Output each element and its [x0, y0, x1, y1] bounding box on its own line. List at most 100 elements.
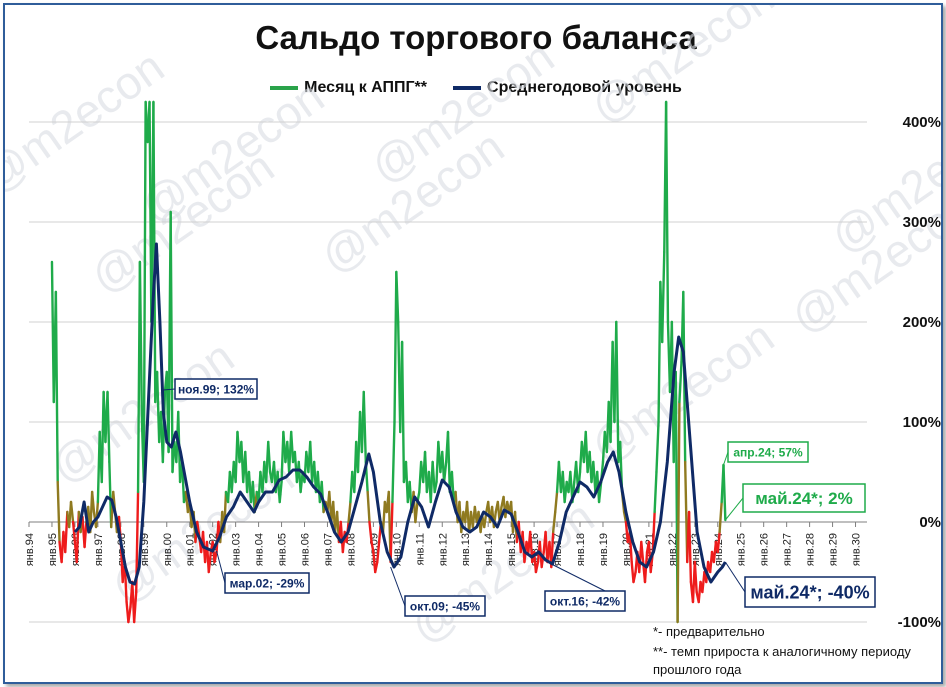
monthly-series-segment [69, 500, 75, 524]
monthly-series-segment [389, 500, 394, 564]
monthly-series-segment [622, 510, 628, 524]
monthly-series-segment [446, 430, 452, 494]
y-tick-label: -100% [898, 614, 941, 631]
annotation-box [404, 595, 486, 617]
x-tick-label: янв.00 [162, 533, 174, 566]
monthly-series-segment [716, 530, 721, 554]
legend-swatch-monthly [270, 86, 299, 90]
x-tick-label: янв.14 [483, 533, 495, 566]
monthly-series-segment [554, 490, 559, 514]
monthly-series-segment [376, 540, 381, 564]
x-tick-label: янв.04 [254, 533, 266, 566]
monthly-series-segment [152, 100, 157, 404]
x-tick-label: янв.18 [575, 533, 587, 566]
monthly-series-segment [693, 560, 698, 594]
monthly-series-segment [433, 480, 438, 494]
chart-title: Сальдо торгового баланса [255, 19, 697, 56]
annotation-leader [216, 550, 226, 584]
x-tick-label: янв.11 [414, 533, 426, 565]
y-tick-label: 400% [903, 114, 941, 131]
annotation-label: окт.09; -45% [410, 599, 481, 613]
x-tick-label: янв.95 [47, 533, 59, 566]
x-tick-label: янв.12 [437, 533, 449, 566]
monthly-series-segment [678, 360, 683, 404]
footnote-yoy-cont: прошлого года [653, 662, 742, 677]
monthly-series-segment [71, 520, 77, 544]
monthly-series-segment [722, 463, 727, 522]
annotation-box [174, 378, 258, 400]
annotation-label: мар.02; -29% [230, 576, 305, 590]
x-tick-label: янв.27 [782, 533, 794, 566]
monthly-series-segment [267, 440, 272, 474]
chart-legend: Месяц к АППГ** Среднегодовой уровень [5, 79, 941, 97]
annotation-label: окт.16; -42% [550, 594, 621, 608]
annotation-label: ноя.99; 132% [178, 382, 254, 396]
monthly-series-segment [687, 510, 693, 584]
monthly-series-segment [362, 390, 368, 464]
monthly-series-segment [289, 430, 295, 464]
legend-label-monthly: Месяц к АППГ** [304, 79, 428, 96]
monthly-series-segment [347, 500, 352, 524]
monthly-series-segment [374, 560, 379, 574]
x-tick-label: янв.97 [93, 533, 105, 566]
monthly-series-segment [540, 550, 545, 569]
average-series-line [73, 242, 727, 586]
x-tick-label: янв.06 [300, 533, 312, 566]
x-tick-label: янв.25 [736, 533, 748, 566]
legend-swatch-average [453, 86, 482, 90]
monthly-series-segment [138, 260, 144, 424]
monthly-series-segment [395, 270, 400, 324]
y-tick-label: 0% [919, 514, 941, 531]
monthly-series-segment [393, 270, 398, 424]
monthly-series-segment [83, 520, 88, 549]
monthly-series-segment [400, 340, 406, 484]
monthly-series-segment [106, 390, 111, 464]
monthly-series-segment [391, 420, 396, 504]
y-tick-label: 300% [903, 214, 941, 231]
monthly-series-segment [127, 605, 132, 624]
monthly-series-segment [442, 460, 448, 484]
y-tick-label: 100% [903, 414, 941, 431]
x-tick-label: янв.03 [231, 533, 243, 566]
monthly-series-segment [632, 570, 637, 584]
watermark-text: @m2econ [581, 5, 783, 133]
monthly-series-segment [370, 540, 375, 554]
x-tick-label: янв.07 [322, 533, 334, 566]
monthly-series-segment [550, 530, 555, 569]
x-tick-label: янв.15 [506, 533, 518, 566]
monthly-series-segment [664, 100, 670, 324]
chart-plot: @m2econ@m2econ@m2econ@m2econ@m2econ @m2ec… [5, 5, 941, 653]
monthly-series-segment [56, 480, 61, 544]
monthly-series-segment [718, 500, 723, 534]
monthly-series-segment [207, 550, 213, 574]
annotation-box [224, 572, 310, 594]
annotation-leader [162, 388, 176, 391]
legend-label-average: Среднегодовой уровень [487, 79, 682, 96]
monthly-series-segment [169, 210, 174, 474]
annotation-leader [724, 561, 746, 593]
monthly-series-segment [90, 490, 96, 514]
annotation-leader [390, 566, 406, 607]
legend-item-monthly: Месяц к АППГ** [270, 79, 427, 97]
monthly-series-segment [278, 480, 283, 504]
monthly-series-segment [213, 550, 218, 564]
monthly-series-segment [551, 510, 557, 534]
x-tick-label: янв.13 [460, 533, 472, 566]
monthly-series-segment [615, 320, 620, 464]
x-tick-label: янв.05 [277, 533, 289, 566]
x-tick-label: янв.08 [345, 533, 357, 566]
monthly-series-segment [651, 510, 656, 554]
monthly-series-segment [54, 290, 59, 484]
monthly-series-segment [534, 560, 540, 574]
annotation-box [544, 590, 626, 612]
monthly-series-segment [653, 470, 658, 514]
monthly-series-segment [640, 540, 645, 564]
monthly-series-segment [366, 490, 371, 524]
y-tick-label: 200% [903, 314, 941, 331]
monthly-series-segment [431, 460, 436, 494]
annotation-label: апр.24; 57% [733, 445, 803, 459]
monthly-series-segment [368, 520, 373, 544]
monthly-series-segment [142, 100, 147, 484]
x-tick-label: янв.19 [598, 533, 610, 566]
x-tick-label: янв.94 [24, 533, 36, 566]
